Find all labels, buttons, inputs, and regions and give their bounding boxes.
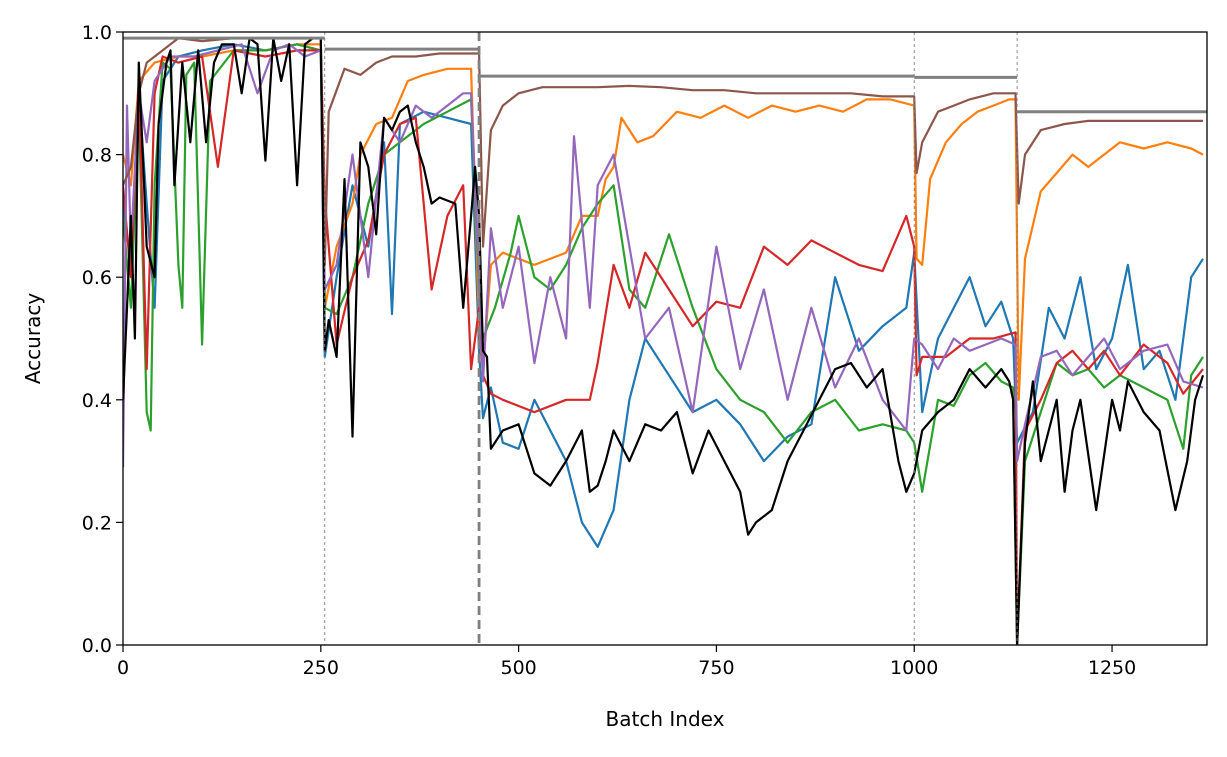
x-tick-label: 750 (698, 657, 734, 679)
series-line-6 (123, 36, 1203, 266)
x-tick-label: 0 (117, 657, 129, 679)
x-axis-label: Batch Index (606, 707, 725, 731)
y-tick-label: 1.0 (82, 22, 112, 44)
x-tick-label: 1250 (1088, 657, 1136, 679)
y-tick-label: 0.6 (82, 267, 112, 289)
series-line-7 (123, 36, 1205, 645)
x-tick-label: 250 (303, 657, 339, 679)
series-line-3 (123, 43, 1204, 645)
series-line-2 (123, 43, 1204, 401)
y-axis-ticks: 0.0 0.2 0.4 0.6 0.8 1.0 (82, 22, 123, 657)
x-tick-label: 500 (500, 657, 536, 679)
series-line-1 (123, 43, 1204, 549)
y-tick-label: 0.8 (82, 145, 112, 167)
series-line-4 (123, 49, 1204, 645)
series-line-5 (123, 43, 1204, 468)
reference-levels (123, 36, 1207, 114)
plot-frame (122, 31, 1208, 646)
x-tick-label: 1000 (890, 657, 938, 679)
boundary-lines (324, 32, 1018, 645)
x-axis-ticks: 0 250 500 750 1000 1250 (117, 645, 1136, 679)
series-layer (123, 36, 1205, 645)
y-axis-label: Accuracy (21, 293, 45, 384)
y-tick-label: 0.4 (82, 390, 112, 412)
y-tick-label: 0.0 (82, 635, 112, 657)
y-tick-label: 0.2 (82, 512, 112, 534)
